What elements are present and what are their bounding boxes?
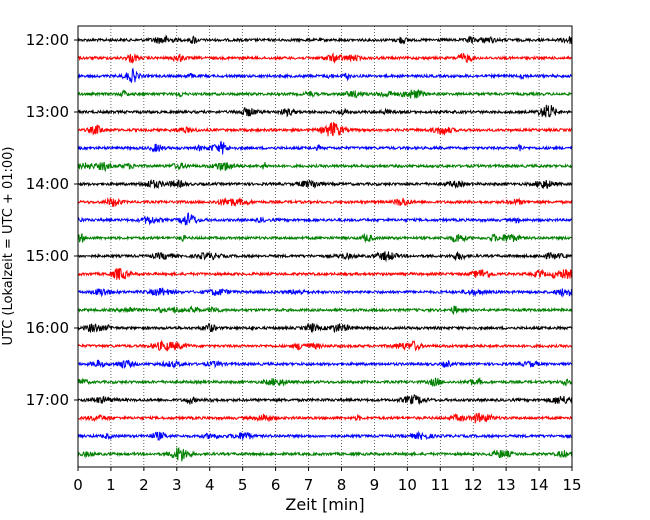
x-tick-label: 10 <box>398 476 417 494</box>
seismic-trace-1700 <box>77 394 573 406</box>
x-tick-label: 1 <box>106 476 116 494</box>
plot-frame <box>77 25 573 468</box>
x-tick-label: 5 <box>238 476 248 494</box>
seismic-trace-1300 <box>77 104 573 118</box>
seismic-traces <box>77 34 573 462</box>
seismic-trace-1515 <box>77 267 573 280</box>
y-tick-label: 17:00 <box>26 391 69 409</box>
seismic-trace-1330 <box>77 140 573 155</box>
seismic-trace-1500 <box>77 251 573 263</box>
y-axis: 12:00 13:00 14:00 15:00 16:00 17:00 <box>26 31 78 409</box>
x-tick-label: 12 <box>464 476 483 494</box>
y-tick-label: 13:00 <box>26 103 69 121</box>
x-tick-label: 2 <box>139 476 149 494</box>
y-tick-label: 14:00 <box>26 175 69 193</box>
seismic-trace-1600 <box>77 322 573 334</box>
x-tick-label: 9 <box>370 476 380 494</box>
x-tick-label: 14 <box>530 476 549 494</box>
seismic-trace-1545 <box>77 305 573 315</box>
y-axis-label: UTC (Lokalzeit = UTC + 01:00) <box>1 147 16 346</box>
x-tick-label: 13 <box>497 476 516 494</box>
seismic-trace-1415 <box>77 196 573 207</box>
seismic-trace-1715 <box>77 412 573 425</box>
x-tick-label: 15 <box>562 476 581 494</box>
seismic-trace-1215 <box>77 51 573 64</box>
seismic-trace-1245 <box>77 88 573 99</box>
seismic-trace-1345 <box>77 161 573 173</box>
x-tick-label: 4 <box>205 476 215 494</box>
seismic-trace-1315 <box>77 121 573 137</box>
seismic-trace-1400 <box>77 178 573 190</box>
seismic-trace-1230 <box>77 67 573 83</box>
y-tick-label: 12:00 <box>26 31 69 49</box>
x-tick-label: 11 <box>431 476 450 494</box>
x-tick-label: 8 <box>337 476 347 494</box>
seismic-trace-1630 <box>77 359 573 369</box>
x-tick-label: 6 <box>271 476 281 494</box>
x-tick-label: 3 <box>172 476 182 494</box>
seismic-trace-1200 <box>77 34 573 45</box>
x-tick-label: 7 <box>304 476 314 494</box>
seismic-trace-1745 <box>77 446 573 462</box>
seismic-trace-1445 <box>77 232 573 244</box>
seismic-trace-1730 <box>77 430 573 441</box>
seismic-trace-1615 <box>77 339 573 352</box>
x-axis: 0 1 2 3 4 5 6 7 8 9 10 11 12 13 14 15 <box>73 467 582 494</box>
seismic-trace-1430 <box>77 212 573 226</box>
seismic-trace-1645 <box>77 377 573 388</box>
seismic-trace-1530 <box>77 287 573 298</box>
y-tick-label: 15:00 <box>26 247 69 265</box>
x-axis-label: Zeit [min] <box>285 495 364 514</box>
x-tick-label: 0 <box>73 476 83 494</box>
y-tick-label: 16:00 <box>26 319 69 337</box>
